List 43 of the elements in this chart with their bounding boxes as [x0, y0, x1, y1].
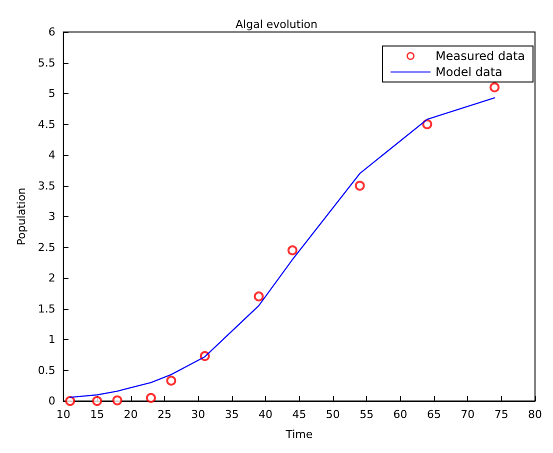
y-tick-label: 3.5 [38, 179, 56, 192]
legend-label: Measured data [436, 49, 526, 63]
point [354, 180, 365, 191]
x-tick-label: 70 [460, 408, 475, 421]
y-tick-label: 0.5 [38, 364, 56, 377]
x-tick-label: 25 [157, 408, 172, 421]
y-axis-title: Population [15, 188, 28, 246]
y-tick-label: 3 [48, 210, 56, 223]
y-tick-label: 5.5 [38, 56, 56, 70]
point [490, 82, 500, 92]
x-tick-label: 45 [292, 408, 306, 421]
legend-label: Model data [436, 65, 502, 79]
x-tick-label: 55 [360, 408, 374, 421]
point [112, 395, 122, 406]
x-tick-label: 60 [393, 408, 408, 421]
point [422, 119, 432, 130]
y-tick-label: 4.5 [38, 118, 56, 131]
y-tick-label: 1.5 [38, 302, 56, 316]
y-tick-label: 6 [48, 26, 56, 38]
point [254, 291, 264, 302]
x-tick-label: 50 [326, 408, 340, 421]
x-tick-label: 75 [494, 408, 508, 421]
x-tick-label: 35 [224, 408, 239, 421]
x-tick-label: 80 [528, 408, 542, 421]
y-tick-label: 2 [48, 272, 56, 284]
point [287, 245, 298, 256]
point [65, 396, 76, 406]
point [92, 396, 102, 406]
x-tick-label: 40 [258, 408, 273, 421]
x-tick-label: 65 [426, 408, 441, 421]
x-axis-title: Time [284, 428, 313, 441]
x-tick-label: 20 [124, 408, 138, 421]
x-tick-label: 10 [56, 408, 70, 421]
point [146, 392, 156, 403]
point [166, 376, 176, 386]
chart-title: Algal evolution [236, 18, 318, 31]
y-tick-label: 2.5 [38, 240, 56, 254]
y-tick-label: 4 [48, 148, 56, 162]
y-tick-label: 5 [48, 87, 56, 100]
y-tick-label: 0 [48, 394, 56, 408]
y-tick-label: 1 [48, 333, 56, 346]
x-tick-label: 30 [191, 408, 206, 421]
x-tick-label: 15 [90, 408, 104, 421]
